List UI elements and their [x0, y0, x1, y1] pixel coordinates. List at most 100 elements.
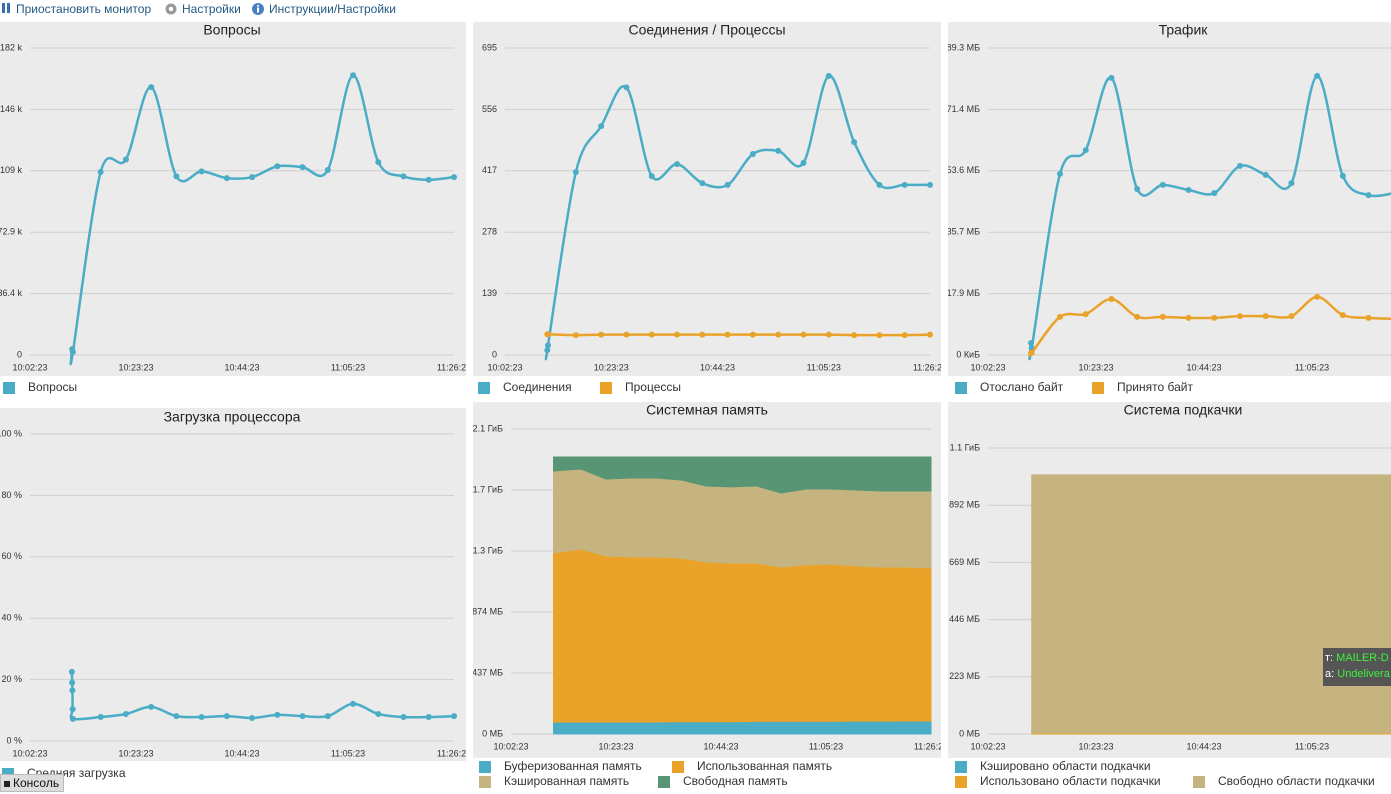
- y-tick-label: 89.3 МБ: [947, 42, 981, 52]
- data-point: [1159, 181, 1166, 188]
- data-point: [927, 331, 933, 338]
- console-label: Консоль: [13, 776, 60, 790]
- y-tick-label: 2.1 ГиБ: [473, 423, 503, 433]
- legend-swatch: [600, 382, 612, 394]
- legend-label: Отослано байт: [980, 380, 1064, 394]
- data-point: [825, 72, 832, 79]
- data-point: [122, 710, 129, 717]
- y-tick-label: 0 КиБ: [956, 349, 980, 359]
- data-point: [598, 123, 605, 130]
- y-tick-label: 669 МБ: [949, 557, 980, 567]
- data-point: [1108, 74, 1115, 81]
- data-point: [1339, 172, 1346, 179]
- y-tick-label: 17.9 МБ: [947, 288, 981, 298]
- plot-background: [948, 22, 1391, 376]
- data-point: [1365, 314, 1372, 321]
- data-point: [1108, 295, 1115, 302]
- legend-swatch: [479, 776, 491, 788]
- data-point: [674, 161, 681, 168]
- x-tick-label: 10:02:23: [493, 741, 528, 751]
- data-point: [876, 332, 883, 339]
- data-point: [1288, 313, 1295, 320]
- data-point: [775, 147, 782, 154]
- data-point: [198, 714, 205, 721]
- series-line: [1028, 295, 1391, 357]
- y-tick-label: 446 МБ: [949, 614, 980, 624]
- series-line: [1028, 74, 1391, 361]
- data-point: [69, 679, 76, 686]
- data-point: [545, 331, 552, 338]
- data-point: [775, 331, 782, 338]
- y-tick-label: 1.7 ГиБ: [473, 484, 503, 494]
- legend-swatch: [1193, 776, 1205, 788]
- x-tick-label: 10:23:23: [1078, 362, 1113, 372]
- data-point: [324, 713, 331, 720]
- data-point: [699, 180, 706, 187]
- data-point: [1314, 293, 1321, 300]
- data-point: [674, 331, 681, 338]
- x-tick-label: 11:05:23: [809, 741, 843, 751]
- data-point: [1237, 162, 1243, 169]
- y-tick-label: 53.6 МБ: [947, 165, 981, 175]
- data-point: [249, 714, 256, 721]
- pause-link[interactable]: Приостановить монитор: [16, 2, 152, 16]
- chart-panel: Трафик 0 КиБ 17.9 МБ 35.7 МБ 53.6 МБ 71.4 МБ 8…: [947, 22, 1391, 394]
- y-tick-label: 100 %: [0, 428, 22, 438]
- y-tick-label: 40 %: [1, 613, 22, 623]
- data-point: [623, 84, 630, 91]
- x-tick-label: 10:44:23: [1186, 741, 1221, 751]
- data-point: [648, 173, 655, 180]
- y-tick-label: 109 k: [0, 165, 22, 175]
- data-point: [851, 332, 858, 339]
- x-tick-label: 10:02:23: [12, 748, 47, 758]
- data-point: [572, 169, 579, 176]
- x-tick-label: 10:02:23: [12, 362, 47, 372]
- data-point: [173, 713, 180, 720]
- help-link[interactable]: Инструкции/Настройки: [269, 2, 396, 16]
- chart-title: Трафик: [1159, 22, 1209, 38]
- data-point: [400, 173, 407, 180]
- data-point: [223, 713, 230, 720]
- y-tick-label: 223 МБ: [949, 671, 980, 681]
- chart-title: Загрузка процессора: [164, 409, 301, 425]
- chart-panel: Загрузка процессора 0 % 20 % 40 % 60 % 80 % 10…: [0, 408, 466, 780]
- legend-label: Соединения: [503, 380, 572, 394]
- x-tick-label: 11:05:23: [1295, 741, 1329, 751]
- data-point: [901, 332, 908, 339]
- y-tick-label: 80 %: [1, 490, 22, 500]
- tooltip-row: а: Undelivera: [1323, 666, 1391, 682]
- data-point: [1262, 171, 1269, 178]
- legend-swatch: [658, 776, 670, 788]
- console-button[interactable]: Консоль: [0, 774, 64, 792]
- data-point: [173, 173, 180, 180]
- y-tick-label: 0 МБ: [959, 728, 980, 738]
- plot-background: [0, 22, 466, 376]
- legend-swatch: [1092, 382, 1104, 394]
- y-tick-label: 20 %: [1, 674, 22, 684]
- chart-panel: Система подкачки 0 МБ 223 МБ 446 МБ 669 МБ 89…: [948, 402, 1391, 788]
- x-tick-label: 10:44:23: [224, 748, 259, 758]
- legend-label: Свободно области подкачки: [1218, 774, 1375, 788]
- data-point: [623, 331, 630, 338]
- settings-link[interactable]: Настройки: [182, 2, 241, 16]
- y-tick-label: 60 %: [1, 551, 22, 561]
- data-point: [97, 714, 104, 721]
- data-point: [68, 668, 75, 675]
- data-point: [223, 175, 230, 182]
- series-area: [553, 720, 932, 735]
- data-point: [724, 331, 731, 338]
- y-tick-label: 437 МБ: [472, 667, 503, 677]
- data-point: [1082, 147, 1089, 154]
- data-point: [1237, 313, 1243, 320]
- x-tick-label: 10:23:23: [118, 362, 153, 372]
- data-point: [299, 713, 306, 720]
- data-point: [1262, 313, 1269, 320]
- data-point: [699, 331, 706, 338]
- data-point: [69, 706, 76, 713]
- y-tick-label: 35.7 МБ: [947, 227, 981, 237]
- data-point: [1134, 185, 1141, 192]
- data-point: [375, 159, 382, 166]
- y-tick-label: 139: [482, 288, 497, 298]
- y-tick-label: 0: [17, 349, 22, 359]
- data-point: [375, 710, 382, 717]
